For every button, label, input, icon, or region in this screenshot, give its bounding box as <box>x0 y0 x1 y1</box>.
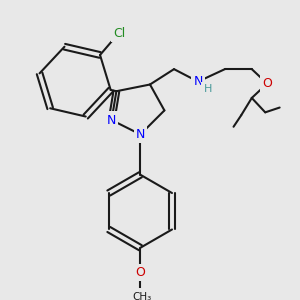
Text: O: O <box>136 266 145 279</box>
Text: Cl: Cl <box>113 27 125 40</box>
Text: N: N <box>193 75 203 88</box>
Text: N: N <box>136 128 145 141</box>
Text: O: O <box>262 77 272 90</box>
Text: CH₃: CH₃ <box>133 292 152 300</box>
Text: H: H <box>203 84 212 94</box>
Text: N: N <box>107 113 116 127</box>
